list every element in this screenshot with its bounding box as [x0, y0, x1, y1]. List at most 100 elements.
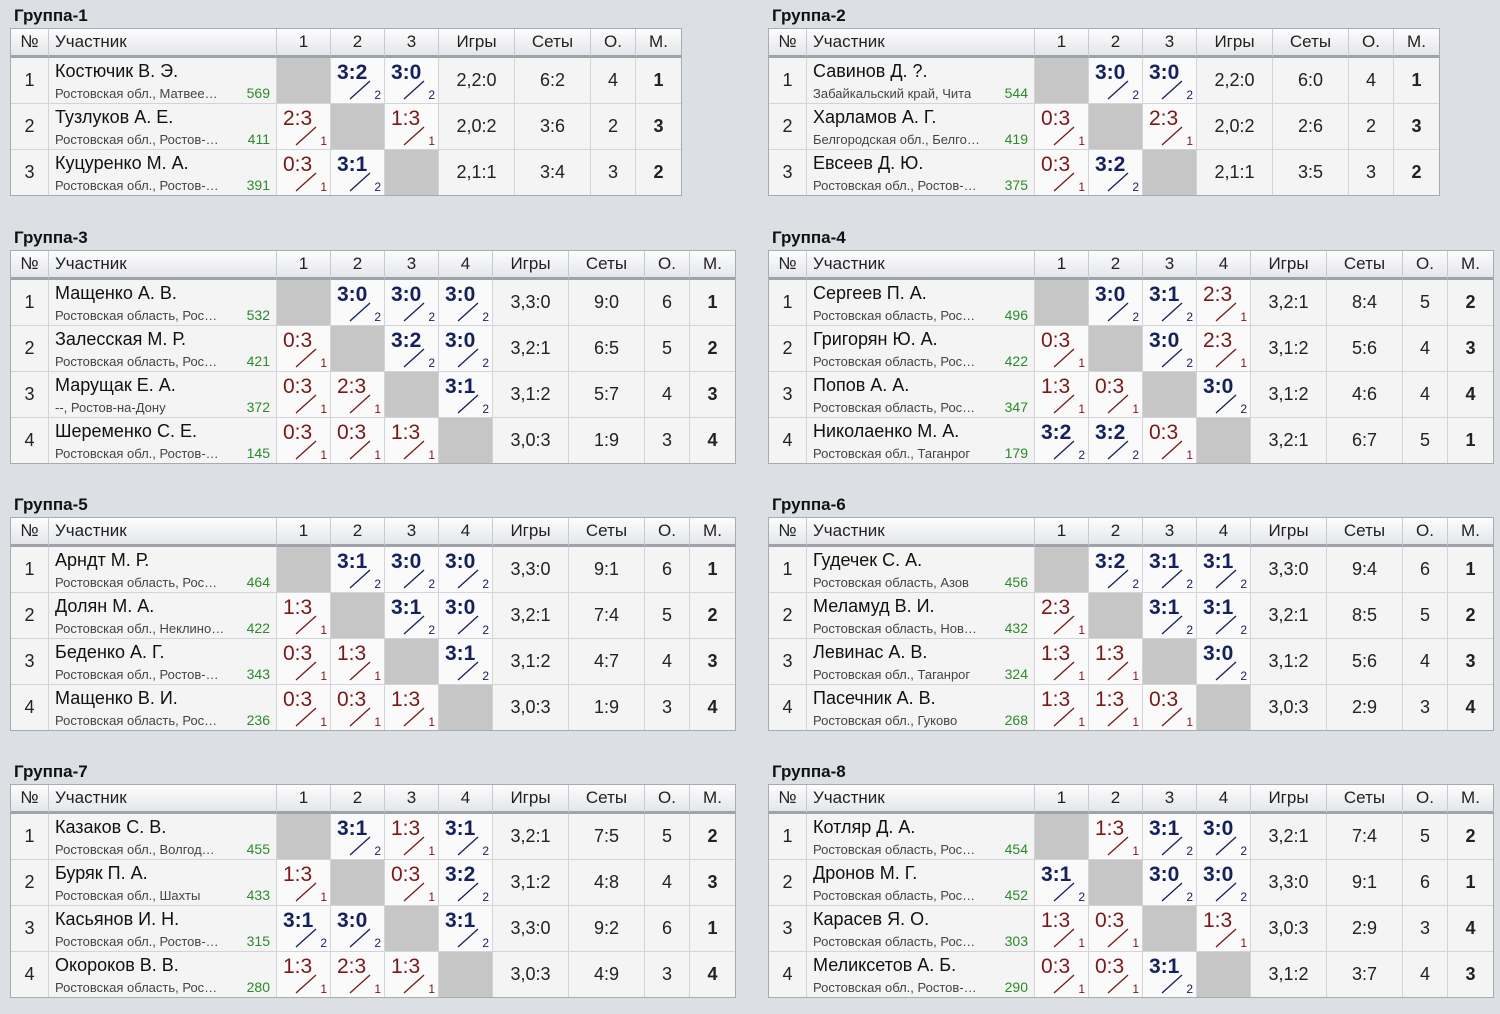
- match-result-cell[interactable]: 3:0 2: [1089, 58, 1143, 104]
- header-games[interactable]: Игры: [493, 785, 569, 814]
- header-points[interactable]: О.: [645, 785, 690, 814]
- header-opponent-2[interactable]: 2: [1089, 251, 1143, 280]
- match-result-cell[interactable]: 3:1 2: [439, 372, 493, 418]
- header-sets[interactable]: Сеты: [569, 251, 645, 280]
- match-result-cell[interactable]: 3:1 2: [1143, 952, 1197, 997]
- header-place[interactable]: М.: [690, 518, 735, 547]
- participant-cell[interactable]: Гудечек С. А. Ростовская область, Азов 456: [807, 547, 1035, 593]
- header-opponent-3[interactable]: 3: [385, 518, 439, 547]
- match-result-cell[interactable]: 2:3 1: [1035, 593, 1089, 639]
- header-opponent-4[interactable]: 4: [1197, 785, 1251, 814]
- match-result-cell[interactable]: 3:0 2: [1197, 814, 1251, 860]
- participant-cell[interactable]: Беденко А. Г. Ростовская обл., Ростов-… 34…: [49, 639, 277, 685]
- match-result-cell[interactable]: 0:3 1: [385, 860, 439, 906]
- header-sets[interactable]: Сеты: [569, 785, 645, 814]
- match-result-cell[interactable]: 3:0 2: [439, 326, 493, 372]
- header-participant[interactable]: Участник: [49, 251, 277, 280]
- header-sets[interactable]: Сеты: [1327, 785, 1403, 814]
- header-opponent-1[interactable]: 1: [277, 785, 331, 814]
- participant-cell[interactable]: Меликсетов А. Б. Ростовская обл., Ростов-…: [807, 952, 1035, 997]
- header-opponent-1[interactable]: 1: [277, 29, 331, 58]
- header-opponent-2[interactable]: 2: [1089, 29, 1143, 58]
- match-result-cell[interactable]: 3:1 2: [1197, 547, 1251, 593]
- match-result-cell[interactable]: 3:1 2: [439, 906, 493, 952]
- match-result-cell[interactable]: 2:3 1: [1197, 280, 1251, 326]
- match-result-cell[interactable]: 3:1 2: [1197, 593, 1251, 639]
- participant-cell[interactable]: Долян М. А. Ростовская обл., Неклино… 422: [49, 593, 277, 639]
- header-opponent-2[interactable]: 2: [331, 29, 385, 58]
- match-result-cell[interactable]: 0:3 1: [277, 150, 331, 195]
- participant-name[interactable]: Меликсетов А. Б.: [813, 955, 957, 975]
- header-opponent-1[interactable]: 1: [1035, 251, 1089, 280]
- participant-name[interactable]: Евсеев Д. Ю.: [813, 153, 924, 173]
- header-num[interactable]: №: [11, 518, 49, 547]
- match-result-cell[interactable]: 0:3 1: [277, 639, 331, 685]
- header-opponent-1[interactable]: 1: [1035, 29, 1089, 58]
- header-place[interactable]: М.: [690, 785, 735, 814]
- match-result-cell[interactable]: 2:3 1: [1197, 326, 1251, 372]
- header-games[interactable]: Игры: [1251, 518, 1327, 547]
- match-result-cell[interactable]: 0:3 1: [1089, 906, 1143, 952]
- participant-name[interactable]: Мащенко В. И.: [55, 688, 178, 708]
- match-result-cell[interactable]: 1:3 1: [1035, 906, 1089, 952]
- header-num[interactable]: №: [769, 29, 807, 58]
- match-result-cell[interactable]: 1:3 1: [1035, 685, 1089, 730]
- match-result-cell[interactable]: 3:1 2: [1143, 280, 1197, 326]
- participant-name[interactable]: Залесская М. Р.: [55, 329, 187, 349]
- match-result-cell[interactable]: 3:0 2: [385, 280, 439, 326]
- header-sets[interactable]: Сеты: [1327, 251, 1403, 280]
- match-result-cell[interactable]: 3:0 2: [439, 593, 493, 639]
- header-opponent-1[interactable]: 1: [1035, 518, 1089, 547]
- match-result-cell[interactable]: 3:2 2: [1089, 547, 1143, 593]
- header-opponent-4[interactable]: 4: [1197, 251, 1251, 280]
- match-result-cell[interactable]: 0:3 1: [277, 685, 331, 730]
- participant-name[interactable]: Карасев Я. О.: [813, 909, 930, 929]
- header-opponent-1[interactable]: 1: [1035, 785, 1089, 814]
- participant-name[interactable]: Шеременко С. Е.: [55, 421, 197, 441]
- match-result-cell[interactable]: 3:0 2: [1143, 860, 1197, 906]
- participant-name[interactable]: Арндт М. Р.: [55, 550, 150, 570]
- participant-name[interactable]: Савинов Д. ?.: [813, 61, 928, 81]
- header-place[interactable]: М.: [1448, 785, 1493, 814]
- header-games[interactable]: Игры: [439, 29, 515, 58]
- header-participant[interactable]: Участник: [49, 29, 277, 58]
- match-result-cell[interactable]: 1:3 1: [1089, 685, 1143, 730]
- match-result-cell[interactable]: 3:1 2: [1143, 547, 1197, 593]
- header-sets[interactable]: Сеты: [1273, 29, 1349, 58]
- match-result-cell[interactable]: 3:1 2: [439, 814, 493, 860]
- header-games[interactable]: Игры: [493, 251, 569, 280]
- match-result-cell[interactable]: 0:3 1: [1143, 685, 1197, 730]
- participant-cell[interactable]: Савинов Д. ?. Забайкальский край, Чита 544: [807, 58, 1035, 104]
- header-games[interactable]: Игры: [1251, 785, 1327, 814]
- header-participant[interactable]: Участник: [807, 251, 1035, 280]
- match-result-cell[interactable]: 3:1 2: [1143, 814, 1197, 860]
- participant-cell[interactable]: Костючик В. Э. Ростовская обл., Матвее… 56…: [49, 58, 277, 104]
- participant-cell[interactable]: Сергеев П. А. Ростовская область, Рос… 496: [807, 280, 1035, 326]
- participant-name[interactable]: Касьянов И. Н.: [55, 909, 180, 929]
- match-result-cell[interactable]: 3:2 2: [1035, 418, 1089, 463]
- match-result-cell[interactable]: 3:1 2: [1143, 593, 1197, 639]
- participant-name[interactable]: Буряк П. А.: [55, 863, 148, 883]
- header-opponent-3[interactable]: 3: [1143, 29, 1197, 58]
- match-result-cell[interactable]: 3:1 2: [385, 593, 439, 639]
- header-opponent-4[interactable]: 4: [439, 518, 493, 547]
- header-sets[interactable]: Сеты: [1327, 518, 1403, 547]
- match-result-cell[interactable]: 0:3 1: [1035, 326, 1089, 372]
- header-participant[interactable]: Участник: [807, 29, 1035, 58]
- match-result-cell[interactable]: 1:3 1: [1089, 639, 1143, 685]
- header-opponent-4[interactable]: 4: [1197, 518, 1251, 547]
- header-opponent-2[interactable]: 2: [331, 518, 385, 547]
- match-result-cell[interactable]: 3:2 2: [331, 58, 385, 104]
- match-result-cell[interactable]: 3:2 2: [385, 326, 439, 372]
- header-num[interactable]: №: [769, 251, 807, 280]
- match-result-cell[interactable]: 1:3 1: [385, 814, 439, 860]
- participant-cell[interactable]: Мащенко В. И. Ростовская область, Рос… 236: [49, 685, 277, 730]
- header-participant[interactable]: Участник: [807, 785, 1035, 814]
- header-opponent-2[interactable]: 2: [331, 251, 385, 280]
- participant-cell[interactable]: Марущак Е. А. --, Ростов-на-Дону 372: [49, 372, 277, 418]
- participant-cell[interactable]: Пасечник А. В. Ростовская обл., Гуково 268: [807, 685, 1035, 730]
- participant-cell[interactable]: Попов А. А. Ростовская область, Рос… 347: [807, 372, 1035, 418]
- match-result-cell[interactable]: 3:0 2: [439, 280, 493, 326]
- participant-name[interactable]: Николаенко М. А.: [813, 421, 960, 441]
- participant-name[interactable]: Казаков С. В.: [55, 817, 167, 837]
